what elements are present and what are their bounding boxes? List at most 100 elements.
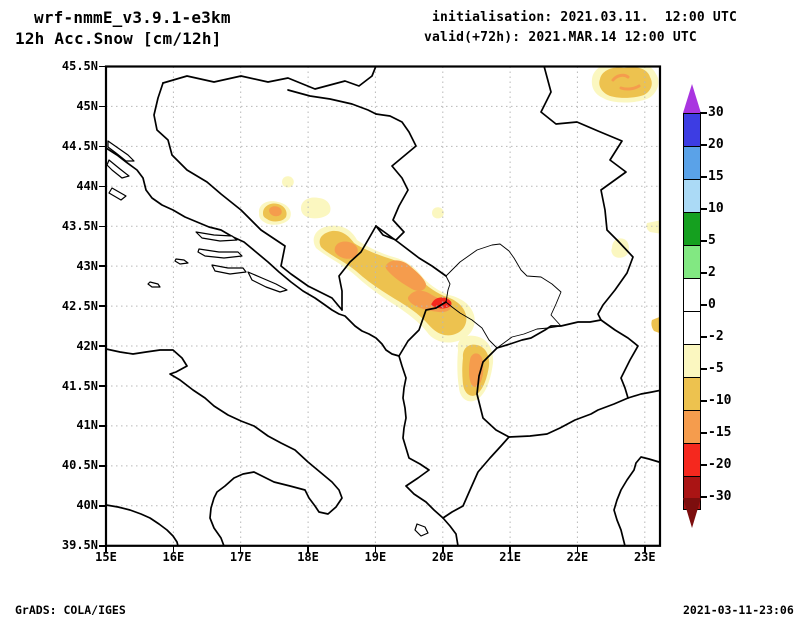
colorbar-tick-label: 5 bbox=[708, 233, 716, 248]
border-albania-greece bbox=[442, 436, 510, 519]
snow-blob-tiny-pale-2 bbox=[432, 207, 444, 219]
island-hvar bbox=[197, 248, 243, 259]
colorbar-tick-mark bbox=[700, 240, 707, 242]
colorbar-tick-mark bbox=[700, 144, 707, 146]
border-albania-macedonia bbox=[476, 347, 510, 438]
snow-shading-layer bbox=[258, 66, 660, 402]
valid-time-label: valid(+72h): 2021.MAR.14 12:00 UTC bbox=[424, 30, 697, 45]
border-macedonia-greece bbox=[508, 397, 629, 438]
island-zadar bbox=[108, 187, 127, 201]
lat-tick-label: 42N bbox=[76, 338, 98, 353]
lon-tick-label: 23E bbox=[633, 550, 656, 564]
lat-tick-label: 40.5N bbox=[61, 458, 98, 473]
lat-tick-mark bbox=[99, 545, 106, 547]
island-vis bbox=[174, 258, 189, 265]
geography-layer bbox=[106, 66, 660, 546]
border-sava-east bbox=[287, 89, 377, 115]
lat-tick-mark bbox=[99, 145, 106, 148]
border-macedonia-bulgaria bbox=[600, 319, 639, 399]
colorbar-segment bbox=[684, 212, 700, 245]
colorbar-under-arrow bbox=[683, 498, 701, 528]
colorbar-segment bbox=[684, 410, 700, 443]
border-montenegro-serbia bbox=[375, 225, 447, 277]
colorbar-segment bbox=[684, 179, 700, 212]
grads-credit: GrADS: COLA/IGES bbox=[15, 603, 126, 617]
lon-tick-label: 17E bbox=[229, 550, 252, 564]
snow-core-dinaric-orange-2 bbox=[385, 260, 427, 291]
lon-tick-mark bbox=[644, 546, 646, 553]
colorbar-tick-mark bbox=[700, 208, 707, 210]
snow-core-sar-orange bbox=[469, 353, 484, 387]
lat-tick-mark bbox=[99, 425, 106, 427]
lon-tick-label: 22E bbox=[566, 550, 589, 564]
lat-tick-mark bbox=[99, 505, 106, 507]
colorbar-tick-mark bbox=[700, 496, 707, 498]
lat-tick-label: 43N bbox=[76, 258, 98, 273]
colorbar-tick-mark bbox=[700, 400, 707, 402]
colorbar-segment bbox=[684, 344, 700, 377]
lon-tick-mark bbox=[442, 546, 444, 553]
border-croatia-bosnia bbox=[153, 82, 343, 311]
snow-blob-eastserbia-pale bbox=[611, 238, 629, 258]
lat-tick-mark bbox=[99, 465, 106, 467]
coastline-italy-west bbox=[106, 504, 179, 546]
colorbar-segment bbox=[684, 146, 700, 179]
island-lastovo bbox=[147, 281, 161, 288]
snow-core-northeast-orange-mark-2 bbox=[619, 84, 641, 91]
lat-tick-label: 41N bbox=[76, 418, 98, 433]
snow-blob-rightedge-pale bbox=[646, 220, 660, 234]
lon-tick-label: 20E bbox=[431, 550, 454, 564]
snow-blob-rightedge-gold bbox=[651, 316, 660, 334]
snow-blob-northeast-gold bbox=[599, 67, 652, 98]
colorbar-tick-label: 20 bbox=[708, 137, 724, 152]
lon-tick-mark bbox=[509, 546, 511, 553]
peninsula-peljesac bbox=[247, 271, 288, 293]
lat-tick-label: 44.5N bbox=[61, 138, 98, 153]
lat-tick-label: 39.5N bbox=[61, 538, 98, 553]
border-croatia-north bbox=[162, 66, 377, 90]
colorbar-tick-label: -15 bbox=[708, 425, 732, 440]
colorbar-tick-label: 2 bbox=[708, 265, 716, 280]
colorbar-tick-mark bbox=[700, 304, 707, 306]
colorbar-tick-label: -10 bbox=[708, 393, 732, 408]
colorbar-segment bbox=[684, 114, 700, 146]
lat-tick-mark bbox=[99, 305, 106, 307]
coastline-adriatic-east bbox=[106, 147, 459, 546]
lat-tick-mark bbox=[99, 105, 106, 108]
lon-tick-mark bbox=[307, 546, 309, 553]
lon-tick-mark bbox=[172, 546, 175, 553]
border-montenegro-albania bbox=[398, 301, 447, 357]
colorbar-tick-mark bbox=[700, 368, 707, 370]
lon-tick-label: 21E bbox=[499, 550, 521, 564]
lon-tick-label: 15E bbox=[95, 550, 117, 564]
lon-tick-mark bbox=[239, 546, 242, 553]
lat-tick-mark bbox=[99, 65, 106, 68]
island-kvarner-1 bbox=[107, 140, 135, 162]
colorbar-tick-mark bbox=[700, 272, 707, 274]
model-title: wrf-nmmE_v3.9.1-e3km bbox=[34, 8, 231, 27]
colorbar-segment bbox=[684, 311, 700, 344]
border-serbia-bulgaria bbox=[540, 66, 634, 321]
colorbar-segment bbox=[684, 377, 700, 410]
colorbar-bar bbox=[683, 113, 701, 510]
colorbar-segment bbox=[684, 278, 700, 311]
snow-core-dinaric-orange-1 bbox=[334, 241, 358, 259]
variable-title: 12h Acc.Snow [cm/12h] bbox=[15, 29, 222, 48]
colorbar-tick-label: 10 bbox=[708, 201, 724, 216]
coastline-greece-aegean bbox=[613, 456, 660, 546]
colorbar-tick-mark bbox=[700, 112, 707, 114]
colorbar-segment bbox=[684, 245, 700, 278]
lat-tick-label: 42.5N bbox=[61, 298, 98, 313]
lat-tick-label: 44N bbox=[76, 178, 98, 193]
colorbar-tick-label: -30 bbox=[708, 489, 732, 504]
lon-tick-label: 16E bbox=[162, 550, 185, 564]
colorbar-tick-label: -5 bbox=[708, 361, 724, 376]
border-drina-bosnia-serbia bbox=[375, 113, 417, 241]
map-frame bbox=[104, 65, 662, 547]
colorbar-tick-mark bbox=[700, 176, 707, 178]
colorbar-tick-mark bbox=[700, 464, 707, 466]
lon-tick-label: 18E bbox=[297, 550, 319, 564]
init-time-label: initialisation: 2021.03.11. 12:00 UTC bbox=[432, 10, 738, 25]
